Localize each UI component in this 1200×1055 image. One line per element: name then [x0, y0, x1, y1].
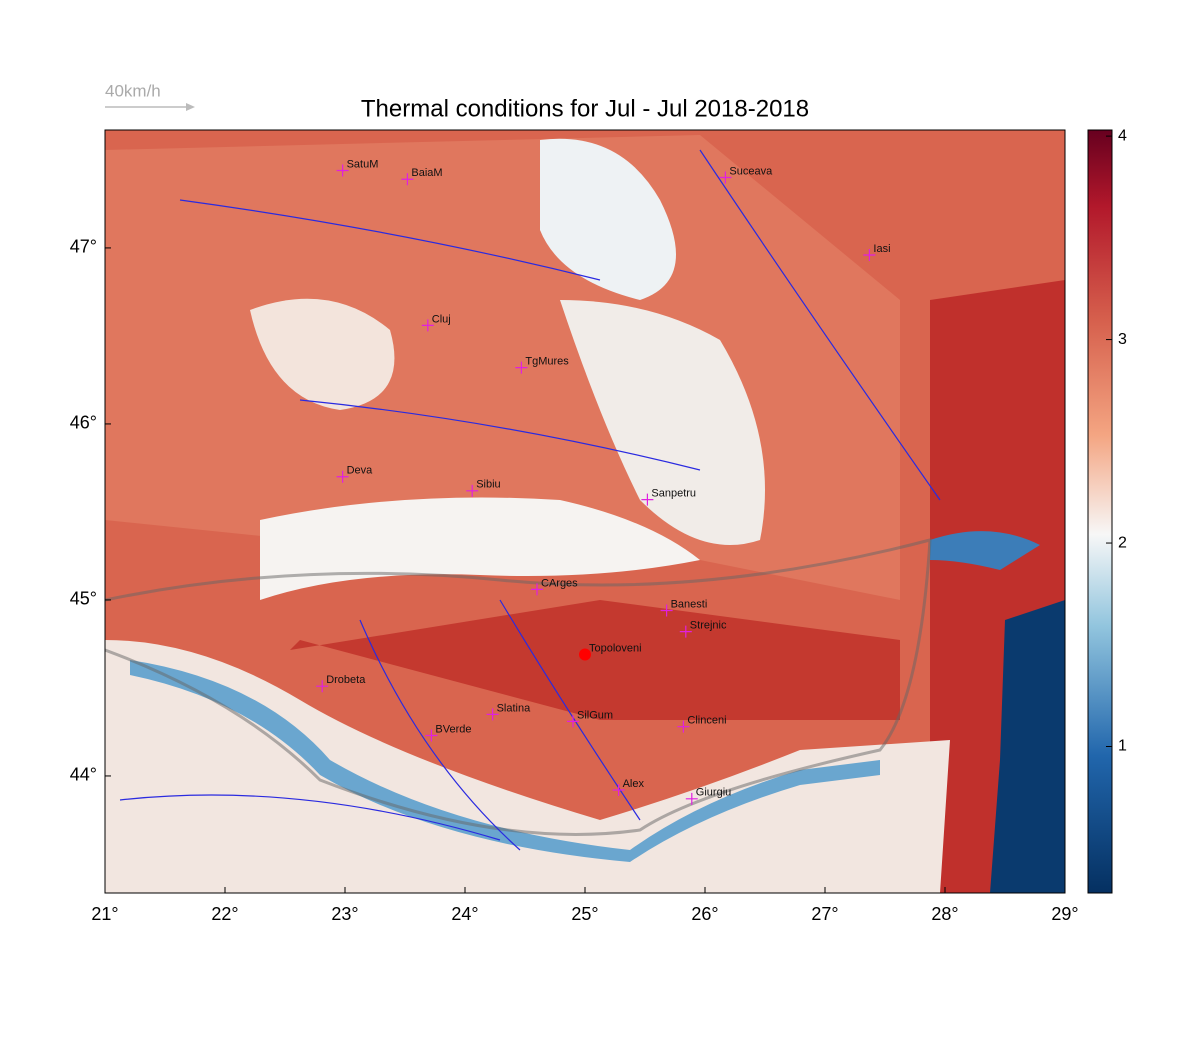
city-label: Clinceni: [687, 715, 726, 727]
colorbar-tick-label: 3: [1118, 331, 1127, 348]
overlay: 21° 22° 23° 24° 25° 26° 27° 28° 29° 44° 45° 46° 47° 1…: [70, 127, 1127, 923]
city-marker: [515, 361, 528, 374]
cool-zone: [105, 640, 950, 893]
danube-cool-band: [130, 660, 880, 862]
x-tick-label: 28°: [931, 904, 958, 924]
city-label: Banesti: [671, 598, 708, 610]
heat-zone: [290, 600, 900, 720]
city-label: Strejnic: [690, 620, 727, 632]
city-label: Sanpetru: [651, 488, 696, 500]
cool-zone: [540, 138, 676, 300]
x-tick-label: 27°: [811, 904, 838, 924]
city-marker: [466, 484, 479, 497]
x-tick-label: 26°: [691, 904, 718, 924]
x-tick-label: 23°: [331, 904, 358, 924]
x-tick-label: 21°: [91, 904, 118, 924]
city-label: Cluj: [432, 313, 451, 325]
city-marker: [336, 470, 349, 483]
colorbar-tick-label: 2: [1118, 534, 1127, 551]
river: [119, 149, 941, 851]
x-tick-label: 25°: [571, 904, 598, 924]
y-tick-label: 46°: [70, 413, 97, 433]
city-label: Topoloveni: [589, 642, 642, 654]
black-sea: [990, 600, 1065, 893]
city-marker: [401, 173, 414, 186]
colorbar: [1087, 129, 1113, 894]
city-marker: [486, 708, 499, 721]
map-title: Thermal conditions for Jul - Jul 2018-20…: [361, 95, 809, 122]
colorbar-tick-label: 4: [1118, 127, 1127, 144]
city-marker: [641, 493, 654, 506]
city-label: TgMures: [525, 356, 569, 368]
colorbar-tick-label: 1: [1118, 738, 1127, 755]
city-marker: [425, 729, 438, 742]
city-marker: [685, 792, 698, 805]
border: [105, 538, 932, 836]
city-label: BaiaM: [411, 167, 442, 179]
city-label: Drobeta: [326, 674, 366, 686]
city-marker: [336, 164, 349, 177]
x-tick-label: 24°: [451, 904, 478, 924]
city-label: CArges: [541, 577, 578, 589]
wind-reference-label: 40km/h: [105, 81, 161, 100]
wind-reference-arrowhead: [186, 103, 195, 111]
city-label: Suceava: [729, 165, 773, 177]
city-label: Sibiu: [476, 479, 500, 491]
city-label: Slatina: [497, 702, 532, 714]
y-tick-label: 45°: [70, 589, 97, 609]
x-tick-label: 22°: [211, 904, 238, 924]
city-label: Giurgiu: [696, 787, 731, 799]
delta-cool-zone: [930, 531, 1040, 570]
city-label: Deva: [347, 465, 374, 477]
city-marker: [567, 715, 579, 728]
city-marker: [863, 248, 876, 261]
city-label: SatuM: [347, 158, 379, 170]
city-label: Iasi: [873, 243, 890, 255]
city-marker: [677, 720, 690, 733]
x-tick-label: 29°: [1051, 904, 1078, 924]
heatmap: [105, 130, 1065, 893]
city-label: BVerde: [435, 723, 471, 735]
city-marker: [679, 625, 692, 638]
city-marker: [531, 583, 543, 596]
city-marker: [316, 680, 329, 693]
city-label: SilGum: [577, 709, 613, 721]
city-marker: [579, 648, 591, 661]
y-tick-label: 44°: [70, 765, 97, 785]
city-marker: [421, 319, 434, 332]
cool-zone: [560, 300, 765, 545]
city-marker: [660, 604, 673, 617]
city-marker: [719, 171, 732, 184]
city-marker: [612, 784, 625, 797]
y-tick-label: 47°: [70, 237, 97, 257]
city-label: Alex: [623, 778, 645, 790]
cool-zone: [250, 298, 395, 410]
